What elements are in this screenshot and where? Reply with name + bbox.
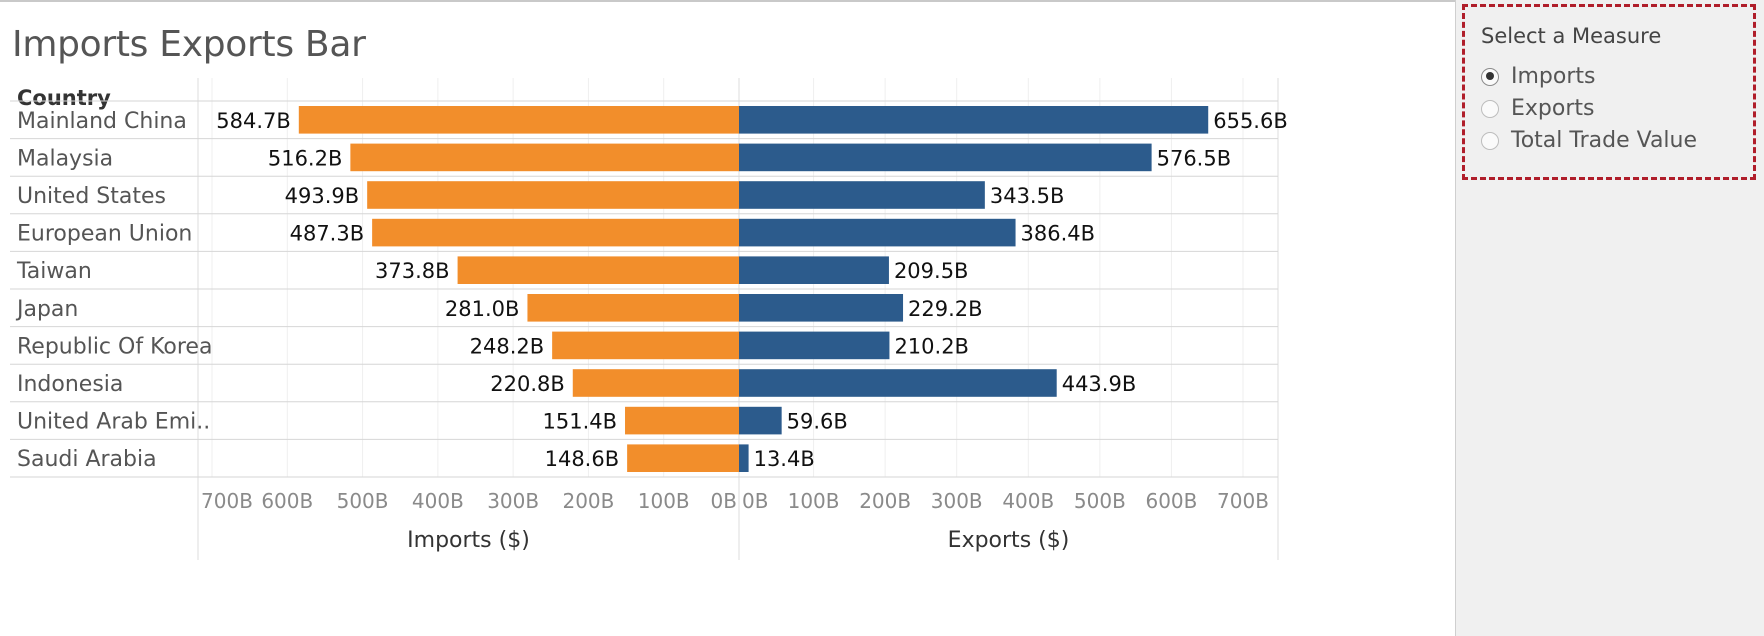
imports-value-label: 584.7B bbox=[216, 109, 291, 133]
exports-tick-label: 300B bbox=[931, 489, 983, 513]
exports-bar bbox=[739, 406, 782, 435]
exports-tick-label: 0B bbox=[742, 489, 768, 513]
imports-value-label: 220.8B bbox=[490, 372, 565, 396]
exports-tick-label: 600B bbox=[1145, 489, 1197, 513]
exports-bar bbox=[739, 218, 1016, 247]
exports-tick-label: 100B bbox=[788, 489, 840, 513]
exports-bar bbox=[739, 331, 890, 360]
imports-value-label: 281.0B bbox=[445, 297, 520, 321]
imports-value-label: 516.2B bbox=[268, 146, 343, 170]
imports-tick-label: 200B bbox=[562, 489, 614, 513]
imports-value-label: 493.9B bbox=[285, 184, 360, 208]
imports-bar bbox=[572, 369, 739, 397]
exports-value-label: 210.2B bbox=[894, 334, 969, 358]
exports-bar bbox=[739, 444, 749, 472]
radio-label-total-trade-value: Total Trade Value bbox=[1511, 128, 1698, 153]
imports-tick-label: 400B bbox=[412, 489, 464, 513]
country-label: European Union bbox=[17, 222, 192, 247]
panel-divider bbox=[1455, 0, 1456, 636]
exports-value-label: 386.4B bbox=[1021, 222, 1096, 246]
measure-selector-title: Select a Measure bbox=[1481, 24, 1662, 48]
imports-tick-label: 700B bbox=[201, 489, 253, 513]
imports-bar bbox=[527, 294, 739, 322]
radio-option-total-trade-value[interactable]: Total Trade Value bbox=[1481, 128, 1697, 153]
country-label: Japan bbox=[15, 297, 78, 322]
exports-axis-title: Exports ($) bbox=[948, 528, 1070, 553]
country-label: Saudi Arabia bbox=[17, 447, 157, 472]
imports-bar bbox=[367, 181, 739, 209]
exports-value-label: 343.5B bbox=[990, 184, 1065, 208]
exports-bar bbox=[739, 294, 904, 322]
imports-bar bbox=[552, 331, 739, 360]
imports-tick-label: 600B bbox=[261, 489, 313, 513]
imports-bar bbox=[627, 444, 739, 472]
imports-bar bbox=[372, 218, 739, 247]
country-label: Taiwan bbox=[16, 259, 92, 284]
imports-tick-label: 300B bbox=[487, 489, 539, 513]
imports-tick-label: 500B bbox=[337, 489, 389, 513]
exports-bar bbox=[739, 106, 1209, 134]
country-label: Indonesia bbox=[17, 372, 123, 397]
exports-tick-label: 200B bbox=[859, 489, 911, 513]
imports-value-label: 248.2B bbox=[470, 334, 545, 358]
imports-tick-label: 0B bbox=[711, 489, 737, 513]
radio-label-imports: Imports bbox=[1511, 64, 1596, 89]
measure-selector: Select a Measure Imports Exports Total T… bbox=[1462, 4, 1756, 180]
exports-tick-label: 700B bbox=[1217, 489, 1269, 513]
country-column-header: Country bbox=[17, 86, 111, 110]
country-label: Malaysia bbox=[17, 146, 113, 171]
imports-value-label: 487.3B bbox=[290, 222, 365, 246]
radio-button-total-trade-value[interactable] bbox=[1481, 131, 1499, 150]
imports-exports-chart: Mainland China 584.7B 655.6B Malaysia 516.2B… bbox=[10, 78, 1288, 560]
exports-bar bbox=[739, 256, 889, 284]
exports-value-label: 655.6B bbox=[1213, 109, 1288, 133]
imports-value-label: 151.4B bbox=[542, 410, 617, 434]
exports-bar bbox=[739, 369, 1057, 397]
radio-label-exports: Exports bbox=[1511, 96, 1595, 121]
chart-title: Imports Exports Bar bbox=[12, 24, 366, 65]
imports-value-label: 148.6B bbox=[545, 447, 620, 471]
exports-value-label: 59.6B bbox=[787, 410, 848, 434]
exports-value-label: 229.2B bbox=[908, 297, 983, 321]
imports-bar bbox=[298, 106, 739, 134]
imports-tick-label: 100B bbox=[638, 489, 690, 513]
country-label: Mainland China bbox=[17, 109, 187, 134]
imports-bar bbox=[457, 256, 739, 284]
imports-value-label: 373.8B bbox=[375, 259, 450, 283]
exports-value-label: 443.9B bbox=[1062, 372, 1137, 396]
radio-button-exports[interactable] bbox=[1481, 99, 1499, 118]
exports-tick-label: 500B bbox=[1074, 489, 1126, 513]
imports-bar bbox=[350, 143, 739, 172]
radio-option-imports[interactable]: Imports bbox=[1481, 64, 1595, 89]
country-label: Republic Of Korea bbox=[17, 334, 212, 359]
radio-button-imports[interactable] bbox=[1481, 67, 1499, 86]
exports-value-label: 576.5B bbox=[1157, 146, 1232, 170]
exports-value-label: 13.4B bbox=[754, 447, 815, 471]
exports-value-label: 209.5B bbox=[894, 259, 969, 283]
exports-bar bbox=[739, 143, 1152, 172]
country-label: United Arab Emi.. bbox=[17, 410, 210, 435]
imports-axis-title: Imports ($) bbox=[407, 528, 530, 553]
country-label: United States bbox=[17, 184, 166, 209]
radio-option-exports[interactable]: Exports bbox=[1481, 96, 1594, 121]
imports-bar bbox=[625, 406, 739, 435]
exports-tick-label: 400B bbox=[1002, 489, 1054, 513]
top-rule bbox=[0, 0, 1456, 2]
exports-bar bbox=[739, 181, 985, 209]
